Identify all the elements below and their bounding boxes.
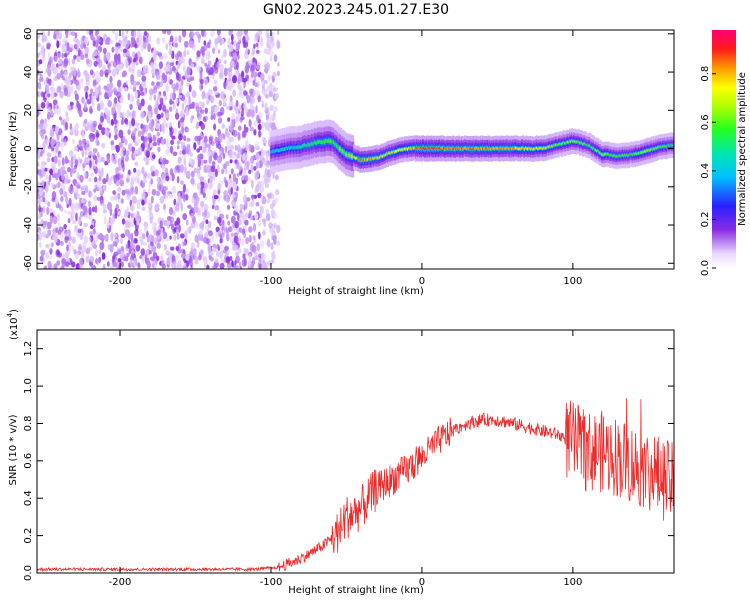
colorbar-tick-label: 0.2	[700, 211, 711, 227]
colorbar-tick-label: 0.6	[700, 114, 711, 130]
spectrogram-y-tick-label: -60	[23, 255, 34, 271]
spectrogram-x-tick-label: -200	[109, 276, 132, 287]
spectrogram-cells	[37, 30, 674, 269]
colorbar-tick-label: 0.0	[700, 260, 711, 276]
spectrogram-x-tick-label: 100	[563, 276, 582, 287]
spectrogram-x-tick-label: -100	[260, 276, 283, 287]
snr-series-line	[37, 398, 674, 573]
snr-x-tick-label: 0	[419, 577, 425, 588]
spectrogram-y-tick-label: 0	[23, 145, 34, 151]
chart-title: GN02.2023.245.01.27.E30	[263, 2, 449, 18]
spectrogram-y-tick-label: 60	[23, 27, 34, 40]
snr-y-tick-label: 1.0	[23, 378, 34, 394]
snr-panel: -200 -100 0 100 0.0 0.2 0.4 0.6 0.8 1.0 1.2 Height…	[6, 309, 675, 596]
snr-x-tick-label: 100	[563, 577, 582, 588]
colorbar-tick-label: 0.8	[700, 66, 711, 82]
colorbar-tick-label: 0.4	[700, 163, 711, 179]
colorbar-label: Normalized spectral amplitude	[737, 72, 748, 226]
spectrogram-y-tick-label: -40	[23, 217, 34, 233]
spectrogram-y-tick-label: 40	[23, 66, 34, 79]
colorbar: 0.0 0.2 0.4 0.6 0.8 Normalized spectral ampl…	[700, 30, 748, 276]
noise-speckle	[37, 30, 281, 269]
snr-y-tick-label: 0.8	[23, 416, 34, 432]
spectrogram-frame	[36, 29, 675, 270]
snr-frame	[36, 329, 675, 574]
snr-x-tick-label: -100	[260, 577, 283, 588]
snr-ticks: -200 -100 0 100 0.0 0.2 0.4 0.6 0.8 1.0 1.2	[23, 330, 674, 588]
spectrogram-x-axis-label: Height of straight line (km)	[288, 286, 424, 297]
snr-y-multiplier: (x104)	[6, 309, 20, 340]
snr-y-axis-label: SNR (10 * v/v)	[8, 414, 19, 485]
snr-y-tick-label: 1.2	[23, 341, 34, 357]
colorbar-ticks: 0.0 0.2 0.4 0.6 0.8	[700, 66, 716, 276]
snr-y-tick-label: 0.4	[23, 490, 34, 506]
spectrogram-x-tick-label: 0	[419, 276, 425, 287]
snr-x-axis-label: Height of straight line (km)	[288, 585, 424, 596]
colorbar-gradient	[712, 30, 736, 268]
snr-x-tick-label: -200	[109, 577, 132, 588]
spectrogram-y-axis-label: Frequency (Hz)	[8, 111, 19, 187]
spectrogram-y-tick-label: -20	[23, 179, 34, 195]
snr-y-tick-label: 0.0	[23, 565, 34, 581]
signal-ridge	[270, 119, 674, 178]
spectrogram-y-tick-label: 20	[23, 104, 34, 117]
snr-plot-area	[37, 398, 674, 573]
snr-y-tick-label: 0.6	[23, 453, 34, 469]
spectrogram-plot-area	[37, 30, 674, 269]
snr-y-tick-label: 0.2	[23, 528, 34, 544]
